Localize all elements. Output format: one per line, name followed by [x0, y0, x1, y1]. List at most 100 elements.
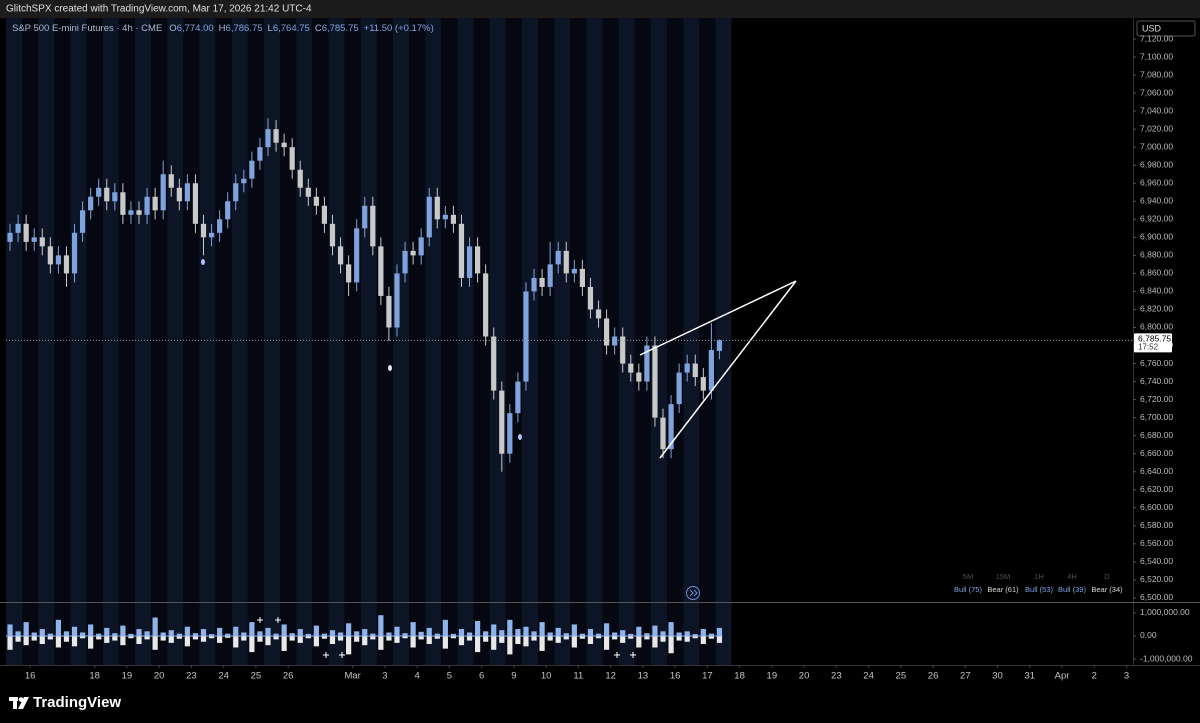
candle-body	[305, 187, 311, 197]
histogram-bar	[378, 615, 384, 636]
last-price-box	[1134, 333, 1172, 353]
y-tick-label: 7,100.00	[1140, 51, 1173, 61]
histogram-bar	[273, 635, 279, 640]
logo-text: TradingView	[33, 694, 121, 711]
replay-button[interactable]	[686, 586, 700, 600]
y-tick-label: 6,600.00	[1140, 502, 1173, 512]
session-band	[312, 18, 329, 665]
replay-icon	[689, 589, 698, 597]
candle-body	[362, 205, 368, 229]
candle-body	[104, 187, 110, 202]
session-band	[360, 18, 377, 665]
histogram-bar	[47, 633, 53, 636]
histogram-bar	[708, 633, 714, 636]
currency[interactable]: USD	[1142, 23, 1162, 33]
candle-body	[612, 336, 618, 346]
y-tick-label: 6,680.00	[1140, 430, 1173, 440]
candle-body	[55, 255, 61, 265]
histogram-bar	[587, 635, 594, 645]
currency-box[interactable]	[1136, 20, 1196, 37]
histogram-bar	[628, 635, 634, 639]
histogram-bar	[684, 635, 690, 642]
histogram-bar	[531, 635, 537, 641]
histogram-bar	[281, 635, 287, 651]
candle-body	[499, 390, 505, 454]
session-band	[538, 18, 555, 665]
histogram-bar	[208, 634, 215, 636]
histogram-bar	[684, 631, 690, 636]
x-tick-label: 23	[186, 671, 197, 682]
histogram-bar	[579, 635, 585, 639]
candle-body	[539, 277, 545, 287]
histogram-bar	[442, 635, 448, 649]
session-band	[199, 18, 216, 665]
histogram-bar	[192, 633, 199, 636]
x-tick-label: 25	[896, 671, 907, 682]
y-tick-label: 6,880.00	[1140, 250, 1173, 260]
histogram-bar	[144, 635, 150, 640]
y-tick-label: 7,040.00	[1140, 105, 1173, 115]
y-tick-label: 6,920.00	[1140, 214, 1173, 224]
logo-shape	[18, 697, 29, 709]
histogram-bar	[120, 635, 126, 646]
histogram-bar	[620, 635, 626, 643]
session-band	[328, 18, 345, 665]
histogram-bar	[136, 635, 142, 645]
x-tick-label: 12	[605, 671, 616, 682]
histogram-bar	[160, 632, 166, 636]
session-band	[215, 18, 232, 665]
histogram-bar	[394, 635, 400, 643]
attribution: GlitchSPX created with TradingView.com, …	[6, 4, 312, 15]
candle-body	[692, 363, 698, 378]
histogram-bar	[112, 633, 118, 636]
session-band	[118, 18, 135, 665]
x-tick-label: 2	[1092, 671, 1097, 682]
histogram-bar	[571, 635, 577, 648]
candle-body	[241, 178, 247, 184]
histogram-bar	[217, 627, 223, 636]
histogram-bar	[426, 627, 432, 636]
histogram-bar	[410, 622, 416, 636]
histogram-bar	[321, 635, 328, 639]
session-band	[183, 18, 200, 665]
histogram-bar	[466, 635, 473, 641]
y-tick-label: 6,540.00	[1140, 556, 1173, 566]
histogram-bar	[595, 635, 602, 639]
histogram-bar	[168, 635, 174, 643]
histogram-bar	[79, 635, 86, 639]
y-tick-label: -1,000,000.00	[1140, 653, 1193, 663]
signal-state: Bull (53)	[1025, 585, 1053, 594]
session-band	[618, 18, 635, 665]
histogram-bar	[450, 633, 457, 636]
x-tick-label: 19	[122, 671, 133, 682]
candle-body	[684, 363, 690, 373]
candle-body	[289, 147, 295, 170]
candle-body	[337, 246, 344, 265]
y-tick-label: 7,120.00	[1140, 33, 1173, 43]
histogram-bar	[225, 635, 231, 638]
candle-body	[418, 237, 424, 256]
histogram-bar	[63, 635, 70, 642]
histogram-bar	[144, 631, 150, 636]
candle-body	[378, 246, 384, 296]
y-tick-label: 6,720.00	[1140, 394, 1173, 404]
candle-body	[23, 223, 29, 242]
session-band	[409, 18, 426, 665]
session-band	[570, 18, 587, 665]
histogram-bar	[539, 635, 545, 651]
candle-body	[668, 404, 674, 450]
histogram-bar	[346, 623, 352, 636]
histogram-bar	[474, 635, 481, 653]
session-band	[247, 18, 264, 665]
logo	[9, 697, 29, 709]
histogram-bar	[579, 633, 585, 636]
histogram-bar	[716, 635, 723, 643]
x-tick-label: 16	[670, 671, 681, 682]
candle-body	[547, 264, 553, 287]
candle-body	[531, 277, 537, 292]
histogram-bar	[273, 633, 279, 636]
candle-body	[386, 295, 392, 328]
histogram-bar	[192, 635, 199, 640]
session-band	[441, 18, 458, 665]
